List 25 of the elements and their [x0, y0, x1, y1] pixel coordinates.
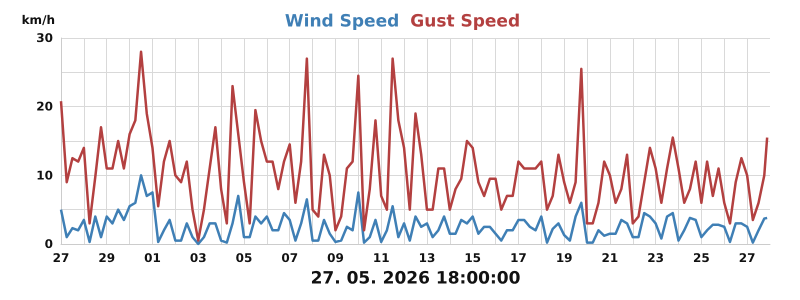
line-series — [60, 50, 768, 242]
series-label: Gust Speed — [410, 12, 520, 32]
x-tick-label: 23 — [647, 251, 664, 265]
x-tick-label: 05 — [236, 251, 252, 265]
x-tick-label: 19 — [556, 251, 573, 265]
y-axis-title: km/h — [22, 13, 55, 27]
x-tick-label: 01 — [144, 251, 161, 265]
x-tick-label: 27 — [738, 251, 756, 265]
x-axis-title: 27. 05. 2026 18:00:00 — [310, 268, 521, 288]
x-tick-label: 07 — [281, 251, 298, 265]
y-tick-label: 0 — [44, 237, 53, 251]
x-tick-label: 11 — [372, 251, 390, 265]
x-tick-label: 29 — [98, 251, 116, 265]
x-tick-label: 15 — [464, 251, 482, 265]
y-tick-label: 10 — [36, 168, 53, 182]
y-tick-label: 30 — [36, 31, 53, 45]
x-tick-label: 09 — [327, 251, 344, 265]
x-tick-label: 27 — [52, 251, 70, 265]
y-tick-label: 20 — [36, 100, 53, 114]
x-tick-label: 03 — [190, 251, 207, 265]
x-tick-label: 21 — [602, 251, 618, 265]
text: Wind Speed — [284, 12, 400, 32]
x-tick-label: 13 — [418, 251, 436, 265]
x-tick-label: 17 — [510, 251, 527, 265]
x-tick-label: 25 — [693, 251, 710, 265]
